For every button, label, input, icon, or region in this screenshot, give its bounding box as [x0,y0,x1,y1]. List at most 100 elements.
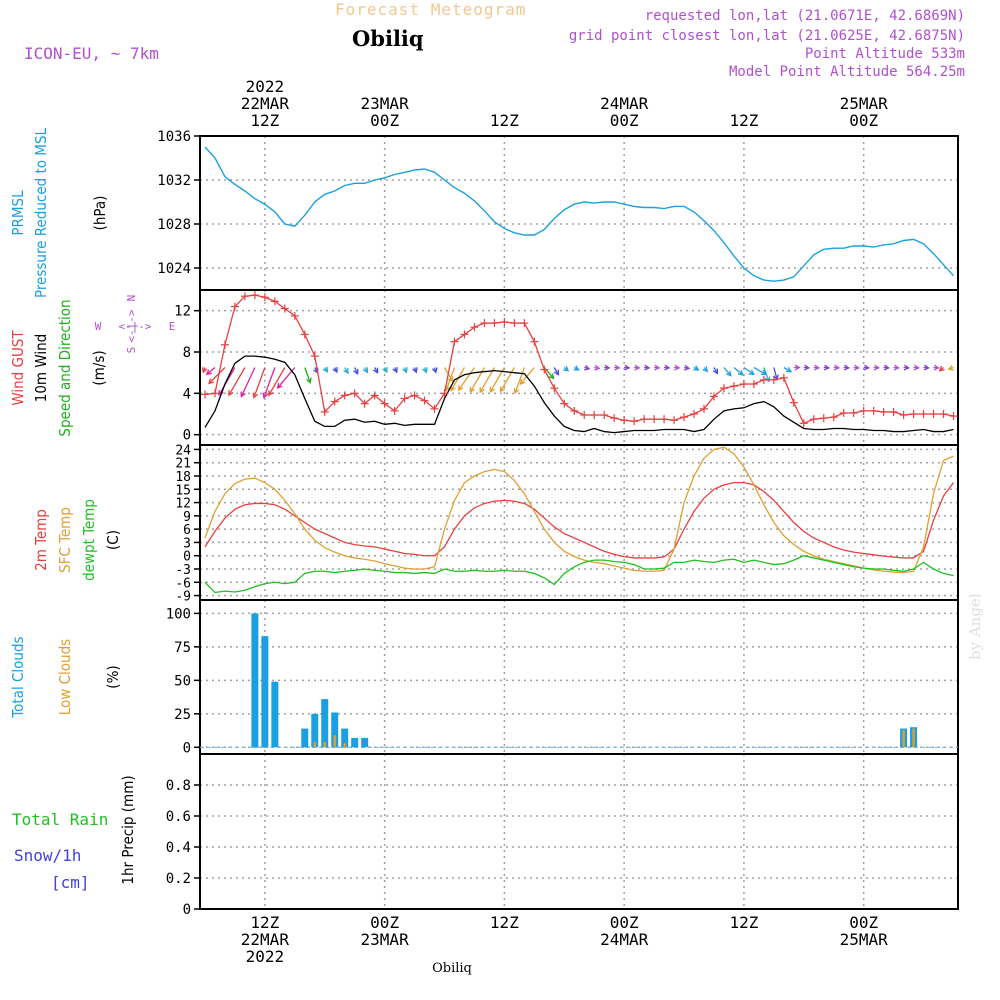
gust-marker [530,337,539,346]
arrow-shaft [268,367,286,396]
gust-marker [270,297,279,306]
precip-panel: 0 0.2 0.4 0.6 0.8 [166,753,959,918]
arrow-head [228,390,234,397]
gust-marker [610,414,619,423]
compass-n: N [125,295,138,302]
low-clouds-bar [902,729,905,748]
gust-marker [450,337,459,346]
wind-direction-arrow [343,367,349,375]
total-clouds-bar [261,636,269,748]
arrow-head [584,364,591,371]
arrow-head [306,377,312,384]
arrow-shaft [479,367,495,393]
gust-marker [540,365,549,374]
compass-rose: N S W E <-|-><-|-> [95,295,176,354]
wind-direction-arrow [614,364,621,371]
wind-direction-arrow [268,367,286,397]
wind-panel: 0 4 8 12 [174,289,959,446]
bottom-time-label: 00Z [849,913,878,932]
gust-marker [390,406,399,415]
gust-marker [290,311,299,320]
arrow-shaft [553,367,559,375]
gust-marker [570,406,579,415]
gust-marker [300,330,309,339]
gust-marker [709,392,718,401]
wind-direction-arrow [240,367,256,398]
gust-marker [899,411,908,420]
wind-direction-arrow [833,364,841,371]
y-tick-label: 6 [183,523,191,538]
arrow-head [322,366,328,374]
arrow-head [479,387,485,394]
arrow-head [553,369,560,376]
gust-marker [370,391,379,400]
arrow-head [362,367,369,374]
top-time-label: 23MAR [361,94,410,113]
prmsl-axis-title: PRMSL [9,190,27,236]
wind-direction-arrow [913,364,920,371]
arrow-head [664,364,671,371]
arrow-shaft [773,367,778,380]
wind-direction-arrow [584,364,591,371]
arrow-shaft [753,366,767,375]
arrow-head [794,364,801,371]
arrow-head [457,385,464,392]
rain-legend: Total Rain [12,810,108,829]
arrow-head [823,364,831,371]
arrow-head [268,390,274,397]
gust-marker [400,394,409,403]
arrow-head [712,368,719,375]
gust-marker [430,404,439,413]
gust-marker [320,407,329,416]
top-time-label: 12Z [490,111,519,130]
wind-direction-arrow [563,365,570,372]
y-tick-label: 0.8 [166,778,191,794]
wind-direction-arrow [553,367,560,376]
arrow-shaft [723,367,732,377]
gust-marker [699,404,708,413]
wind-direction-arrow [513,367,525,395]
total-clouds-axis-title: Total Clouds [9,636,27,718]
gust-marker [420,396,429,405]
wind-gust-line [204,294,954,425]
direction-axis-title: Speed and Direction [56,299,74,436]
gust-marker [680,413,689,422]
top-time-label: 00Z [849,111,878,130]
bottom-time-label: 2022 [246,947,285,966]
arrow-head [748,369,755,376]
arrow-head [373,367,379,374]
arrow-head [764,376,771,383]
gust-marker [560,399,569,408]
y-tick-label: 0 [183,550,191,565]
bottom-time-label: 00Z [610,913,639,932]
y-tick-label: 9 [183,510,191,525]
compass-s: S [125,347,138,354]
gust-marker [210,389,219,398]
arrow-head [873,364,880,371]
total-clouds-bar [251,613,259,748]
gust-marker [690,410,699,418]
compass-w: W [95,320,102,333]
arrow-shaft [445,367,456,391]
wind-direction-arrow [624,364,631,371]
prmsl-line [204,146,955,282]
wind-direction-arrow [654,364,661,371]
wind-direction-arrow [252,367,266,399]
y-tick-label: 1028 [157,217,191,233]
gust-marker [470,323,479,332]
wind-direction-arrow [594,364,601,371]
top-time-label: 00Z [610,111,639,130]
compass-horizontal: <-|-> [118,320,151,333]
wind-direction-arrow [205,367,216,376]
top-time-label: 25MAR [840,94,889,113]
gust-marker [590,411,599,420]
arrow-head [431,367,438,374]
top-time-label: 12Z [729,111,758,130]
total-clouds-bar [301,728,309,748]
wind-direction-arrow [304,367,312,384]
arrow-head [489,386,495,393]
gust-marker [789,398,798,407]
gust-marker [660,415,669,424]
